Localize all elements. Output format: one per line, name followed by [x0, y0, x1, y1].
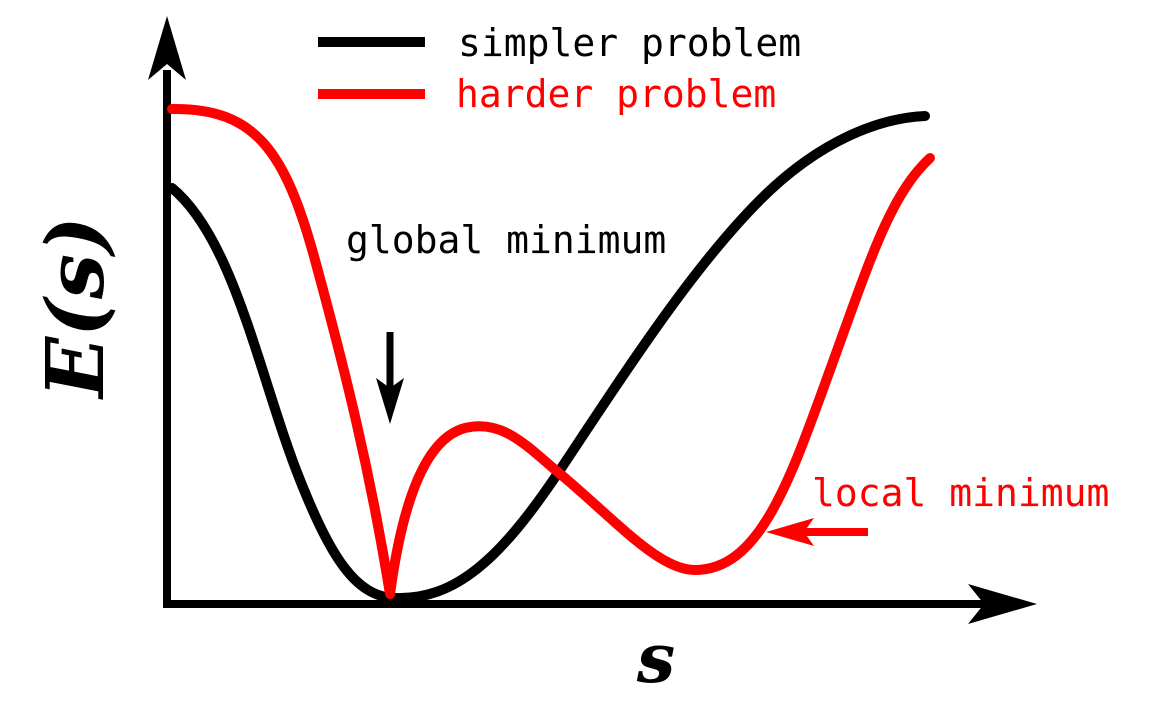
harder-problem-curve: [167, 103, 935, 599]
x-axis-label: s: [636, 619, 675, 699]
legend-item-simpler: simpler problem: [318, 21, 801, 65]
axes: [148, 16, 1037, 624]
global-minimum-annotation: global minimum: [346, 218, 666, 424]
y-axis-arrowhead: [148, 16, 186, 80]
local-minimum-label: local minimum: [812, 471, 1109, 515]
legend-item-harder: harder problem: [318, 72, 776, 116]
global-minimum-label: global minimum: [346, 218, 666, 262]
local-minimum-annotation: local minimum: [766, 471, 1109, 546]
legend-label-harder: harder problem: [456, 72, 776, 116]
local-minimum-arrowhead: [766, 518, 814, 546]
y-axis-label: E(s): [28, 216, 122, 400]
x-axis-arrowhead: [968, 584, 1037, 624]
simpler-problem-curve: [167, 111, 930, 604]
legend-label-simpler: simpler problem: [458, 21, 801, 65]
legend: simpler problem harder problem: [318, 21, 801, 116]
global-minimum-arrowhead: [376, 378, 404, 424]
